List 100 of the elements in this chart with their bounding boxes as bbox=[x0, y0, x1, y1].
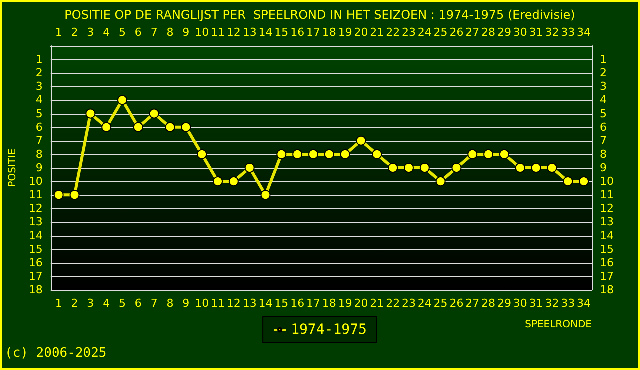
x2-tick-label: 8 bbox=[166, 26, 174, 39]
point bbox=[372, 149, 382, 160]
x-tick-label: 17 bbox=[306, 297, 320, 310]
y-tick-label: 8 bbox=[36, 148, 43, 161]
x-tick-label: 24 bbox=[418, 297, 432, 310]
y2-tick-label: 5 bbox=[600, 107, 607, 120]
y-tick-label: 7 bbox=[36, 134, 43, 148]
x2-tick-label: 27 bbox=[466, 26, 480, 39]
x-tick-label: 9 bbox=[182, 297, 190, 310]
x-tick-label: 31 bbox=[529, 297, 544, 310]
x-tick-label: 11 bbox=[211, 297, 225, 310]
x2-tick-label: 22 bbox=[386, 26, 400, 39]
y2-tick-label: 1 bbox=[600, 53, 607, 66]
point bbox=[340, 149, 350, 160]
x-tick-label: 2 bbox=[71, 297, 78, 310]
x-tick-label: 4 bbox=[103, 297, 110, 310]
y-tick-label: 16 bbox=[28, 256, 43, 270]
y-tick-label: 15 bbox=[28, 242, 43, 256]
point bbox=[531, 163, 542, 173]
point bbox=[133, 122, 144, 132]
y2-tick-label: 9 bbox=[600, 162, 607, 174]
point bbox=[420, 163, 430, 173]
y2-tick-label: 12 bbox=[600, 202, 614, 216]
x2-tick-label: 30 bbox=[513, 26, 528, 39]
y2-tick-label: 13 bbox=[600, 216, 614, 229]
point bbox=[118, 95, 128, 106]
y-tick-label: 9 bbox=[36, 162, 43, 174]
x-tick-label: 14 bbox=[258, 297, 273, 310]
x-axis-title: SPEELRONDE bbox=[525, 320, 592, 330]
x2-tick-label: 15 bbox=[274, 26, 289, 39]
x-tick-label: 27 bbox=[466, 297, 480, 310]
point bbox=[276, 149, 287, 160]
point bbox=[244, 163, 255, 173]
x-tick-label: 22 bbox=[386, 297, 400, 310]
y2-tick-label: 8 bbox=[600, 148, 607, 161]
point bbox=[197, 149, 208, 160]
x2-tick-label: 14 bbox=[258, 26, 273, 39]
point bbox=[70, 190, 80, 200]
y-tick-label: 5 bbox=[36, 107, 43, 120]
x-tick-label: 10 bbox=[195, 297, 210, 310]
x2-tick-label: 23 bbox=[402, 26, 416, 39]
x-tick-label: 5 bbox=[119, 297, 126, 310]
y-tick-label: 12 bbox=[28, 202, 43, 216]
point bbox=[356, 136, 366, 146]
chart-title: POSITIE OP DE RANGLIJST PER SPEELROND IN HET SEIZOEN : 1974-1975 (Eredivisie) bbox=[64, 8, 576, 22]
x-tick-label: 16 bbox=[290, 297, 305, 310]
x2-tick-label: 2 bbox=[71, 26, 78, 39]
y2-tick-label: 16 bbox=[600, 256, 614, 270]
y2-tick-label: 10 bbox=[600, 175, 614, 188]
x-tick-label: 15 bbox=[274, 297, 289, 310]
x-tick-label: 28 bbox=[482, 297, 496, 310]
point bbox=[499, 149, 510, 160]
point bbox=[563, 176, 574, 187]
point bbox=[388, 163, 398, 173]
y-tick-label: 13 bbox=[28, 216, 43, 229]
point bbox=[515, 163, 526, 173]
x2-tick-label: 34 bbox=[577, 26, 592, 39]
x2-tick-label: 19 bbox=[338, 26, 352, 39]
x2-tick-label: 21 bbox=[370, 26, 384, 39]
x2-tick-label: 6 bbox=[134, 26, 142, 39]
y-tick-label: 10 bbox=[28, 175, 43, 188]
point bbox=[102, 122, 112, 132]
point bbox=[86, 108, 96, 119]
y-tick-label: 4 bbox=[36, 94, 43, 107]
point bbox=[149, 108, 160, 119]
point bbox=[404, 163, 414, 173]
y-tick-label: 14 bbox=[28, 229, 43, 242]
y2-tick-label: 2 bbox=[600, 66, 607, 80]
x-tick-label: 19 bbox=[338, 297, 352, 310]
point bbox=[436, 176, 446, 187]
y2-tick-label: 11 bbox=[600, 188, 614, 202]
point bbox=[579, 176, 590, 187]
point bbox=[228, 176, 239, 187]
point bbox=[54, 190, 64, 200]
x2-tick-label: 25 bbox=[434, 26, 448, 39]
y2-tick-label: 4 bbox=[600, 94, 607, 107]
y2-tick-label: 15 bbox=[600, 242, 614, 256]
x-tick-label: 33 bbox=[561, 297, 576, 310]
x-tick-label: 23 bbox=[402, 297, 416, 310]
y2-tick-label: 3 bbox=[600, 80, 607, 94]
y2-tick-label: 6 bbox=[600, 120, 607, 134]
point bbox=[452, 163, 462, 173]
point bbox=[308, 149, 318, 160]
x-tick-label: 8 bbox=[166, 297, 174, 310]
x-tick-label: 26 bbox=[450, 297, 464, 310]
y-tick-label: 6 bbox=[36, 120, 43, 134]
x2-tick-label: 17 bbox=[306, 26, 320, 39]
point bbox=[324, 149, 334, 160]
y2-tick-label: 7 bbox=[600, 134, 607, 148]
point bbox=[468, 149, 478, 160]
x2-tick-label: 13 bbox=[242, 26, 257, 39]
x-tick-label: 13 bbox=[242, 297, 257, 310]
x2-tick-label: 31 bbox=[529, 26, 544, 39]
point bbox=[181, 122, 192, 132]
y-tick-label: 18 bbox=[28, 284, 43, 296]
x2-tick-label: 1 bbox=[55, 26, 62, 39]
legend-label: 1974-1975 bbox=[291, 322, 367, 338]
y-tick-label: 2 bbox=[36, 66, 43, 80]
point bbox=[484, 149, 494, 160]
x2-tick-label: 24 bbox=[418, 26, 432, 39]
